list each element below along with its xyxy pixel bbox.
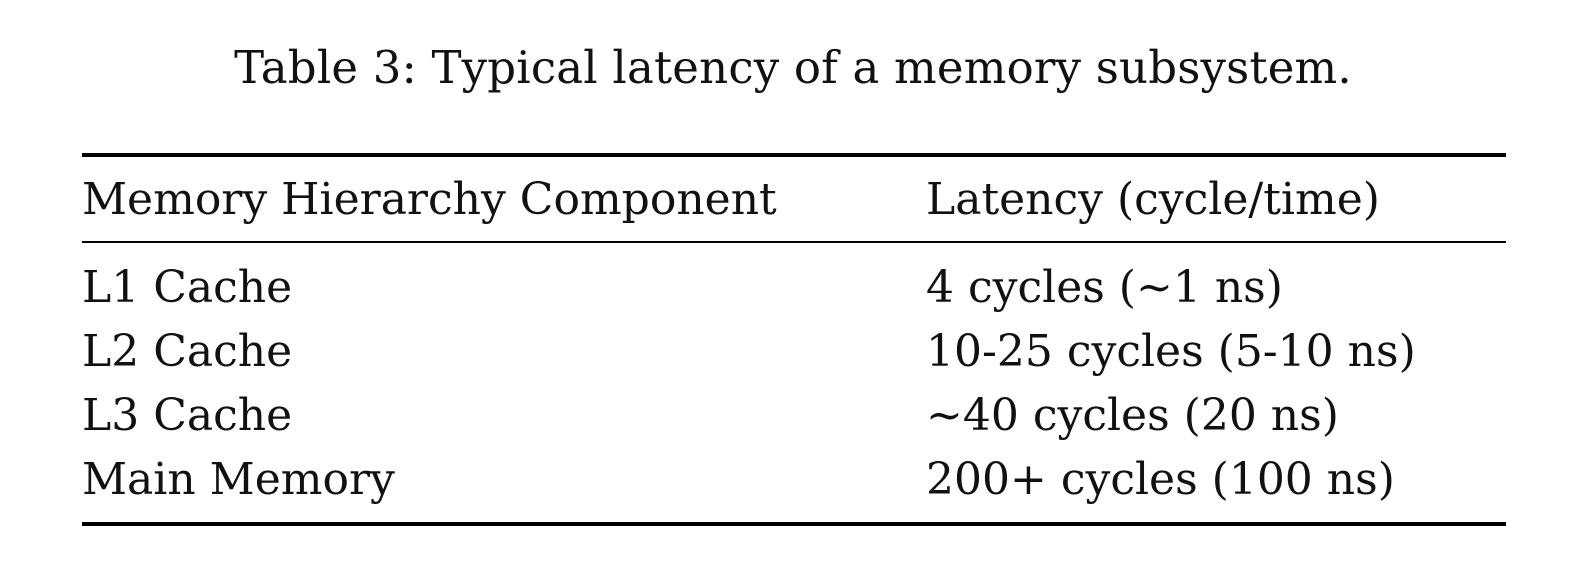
table-bottom-rule <box>82 522 1506 526</box>
row-l1-component: L1 Cache <box>82 262 293 313</box>
row-l1-latency: 4 cycles (~1 ns) <box>926 262 1283 313</box>
row-l2-component: L2 Cache <box>82 326 293 377</box>
row-l3-component: L3 Cache <box>82 390 293 441</box>
header-latency: Latency (cycle/time) <box>926 174 1380 225</box>
row-l3-latency: ~40 cycles (20 ns) <box>926 390 1339 441</box>
header-component: Memory Hierarchy Component <box>82 174 777 225</box>
table-caption: Table 3: Typical latency of a memory sub… <box>234 41 1352 94</box>
table-top-rule <box>82 153 1506 157</box>
row-l2-latency: 10-25 cycles (5-10 ns) <box>926 326 1416 377</box>
table-header-rule <box>82 241 1506 243</box>
row-main-memory-component: Main Memory <box>82 454 395 505</box>
row-main-memory-latency: 200+ cycles (100 ns) <box>926 454 1395 505</box>
